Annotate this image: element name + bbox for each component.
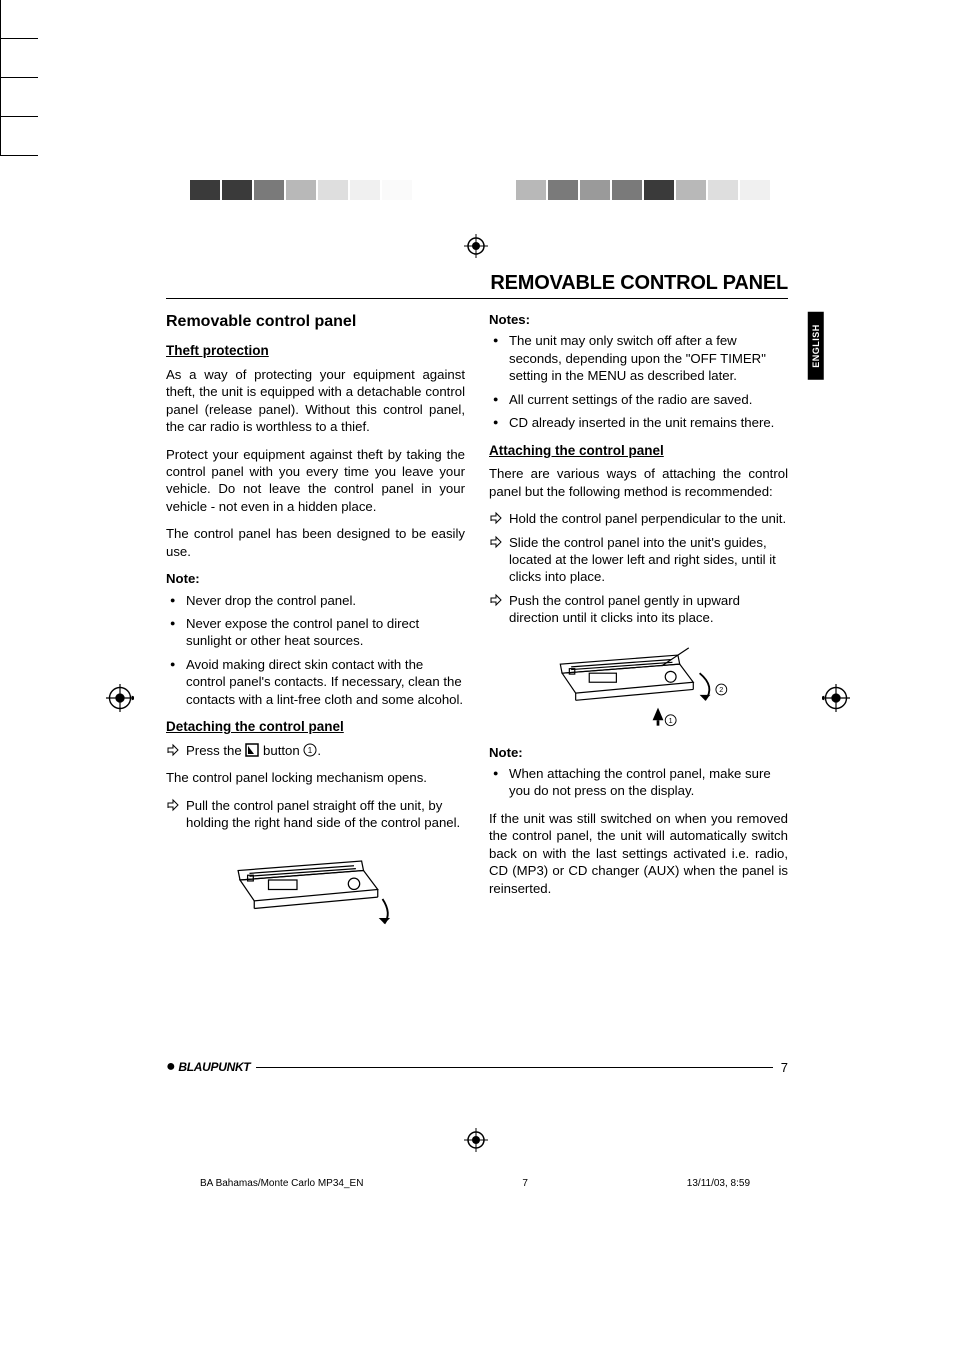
step-text: Pull the control panel straight off the …: [186, 798, 460, 830]
print-footer: BA Bahamas/Monte Carlo MP34_EN 7 13/11/0…: [200, 1178, 750, 1189]
list-item: Avoid making direct skin contact with th…: [166, 656, 465, 708]
crop-mark: [0, 116, 38, 117]
list-item: Press the button 1.: [166, 742, 465, 759]
step-text-c: .: [317, 743, 321, 758]
subsection-title: Attaching the control panel: [489, 442, 788, 460]
detach-diagram: [166, 842, 465, 932]
svg-text:2: 2: [719, 685, 723, 694]
step-list: Pull the control panel straight off the …: [166, 797, 465, 832]
print-bars-top-right: [516, 180, 770, 200]
crop-mark: [0, 0, 1, 38]
crop-mark: [0, 78, 1, 116]
note-list: Never drop the control panel. Never expo…: [166, 592, 465, 709]
crop-mark: [0, 117, 1, 155]
subsection-title: Theft protection: [166, 342, 465, 360]
release-button-icon: [245, 743, 259, 757]
step-text-b: button: [259, 743, 303, 758]
logo-dot-icon: ●: [166, 1058, 175, 1076]
crop-mark: [0, 155, 38, 156]
list-item: Pull the control panel straight off the …: [166, 797, 465, 832]
list-item: CD already inserted in the unit remains …: [489, 414, 788, 431]
paragraph: There are various ways of attaching the …: [489, 465, 788, 500]
paragraph: The control panel locking mechanism open…: [166, 769, 465, 786]
hand-pointer-icon: [166, 743, 180, 757]
crop-mark: [0, 38, 38, 39]
step-list: Press the button 1.: [166, 742, 465, 759]
list-item: Slide the control panel into the unit's …: [489, 534, 788, 586]
note-list: The unit may only switch off after a few…: [489, 332, 788, 431]
page-number: 7: [773, 1060, 788, 1075]
list-item: Never drop the control panel.: [166, 592, 465, 609]
logo-text: BLAUPUNKT: [178, 1060, 250, 1074]
step-text: Push the control panel gently in upward …: [509, 593, 740, 625]
hand-pointer-icon: [489, 535, 503, 549]
step-text: Slide the control panel into the unit's …: [509, 535, 776, 585]
list-item: When attaching the control panel, make s…: [489, 765, 788, 800]
list-item: Hold the control panel perpendicular to …: [489, 510, 788, 527]
notes-label: Notes:: [489, 311, 788, 328]
list-item: Never expose the control panel to direct…: [166, 615, 465, 650]
hand-pointer-icon: [489, 593, 503, 607]
page-header-title: REMOVABLE CONTROL PANEL: [166, 272, 788, 299]
language-tab: ENGLISH: [808, 312, 824, 380]
note-label: Note:: [489, 744, 788, 761]
step-text-a: Press the: [186, 743, 245, 758]
doc-name: BA Bahamas/Monte Carlo MP34_EN: [200, 1178, 363, 1189]
note-list: When attaching the control panel, make s…: [489, 765, 788, 800]
attach-diagram: 1 2: [489, 637, 788, 732]
paragraph: If the unit was still switched on when y…: [489, 810, 788, 897]
doc-datetime: 13/11/03, 8:59: [687, 1178, 750, 1189]
registration-mark-icon: [464, 1128, 488, 1152]
list-item: The unit may only switch off after a few…: [489, 332, 788, 384]
crop-mark: [0, 39, 1, 77]
blaupunkt-logo: ● BLAUPUNKT: [166, 1058, 250, 1076]
reference-number-1-icon: 1: [303, 743, 317, 757]
step-text: Hold the control panel perpendicular to …: [509, 511, 786, 526]
left-column: Removable control panel Theft protection…: [166, 311, 465, 944]
registration-arrow-icon: [106, 684, 134, 712]
list-item: Push the control panel gently in upward …: [489, 592, 788, 627]
step-list: Hold the control panel perpendicular to …: [489, 510, 788, 627]
page-content: REMOVABLE CONTROL PANEL ENGLISH Removabl…: [166, 272, 788, 944]
print-bars-top-left: [190, 180, 412, 200]
crop-mark: [0, 77, 38, 78]
registration-mark-icon: [464, 234, 488, 258]
registration-arrow-icon: [822, 684, 850, 712]
paragraph: Protect your equipment against theft by …: [166, 446, 465, 516]
list-item: All current settings of the radio are sa…: [489, 391, 788, 408]
paragraph: The control panel has been designed to b…: [166, 525, 465, 560]
hand-pointer-icon: [166, 798, 180, 812]
right-column: Notes: The unit may only switch off afte…: [489, 311, 788, 944]
footer-rule: [256, 1067, 772, 1068]
svg-text:1: 1: [308, 746, 313, 755]
paragraph: As a way of protecting your equipment ag…: [166, 366, 465, 436]
note-label: Note:: [166, 570, 465, 587]
section-title: Removable control panel: [166, 311, 465, 332]
hand-pointer-icon: [489, 511, 503, 525]
page-footer: ● BLAUPUNKT 7: [166, 1058, 788, 1076]
subsection-title: Detaching the control panel: [166, 718, 465, 736]
doc-page: 7: [522, 1178, 528, 1189]
svg-text:1: 1: [668, 716, 672, 725]
